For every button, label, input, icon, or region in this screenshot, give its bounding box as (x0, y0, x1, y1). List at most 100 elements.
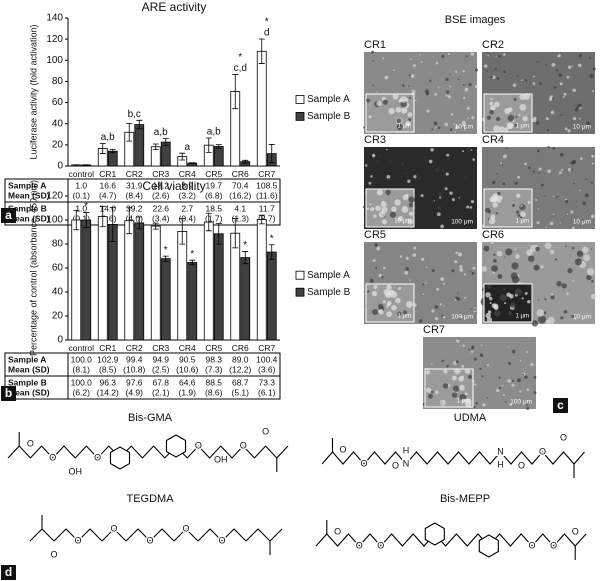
grain (474, 307, 477, 309)
grain (443, 305, 445, 307)
x-tick-label: CR6 (232, 169, 249, 179)
grain (517, 75, 519, 77)
grain (431, 128, 434, 131)
grain (399, 255, 403, 258)
table-value: 39.2 (126, 203, 143, 213)
grain (466, 205, 470, 209)
grain (385, 148, 388, 151)
grain (561, 283, 567, 289)
atom-label: O (218, 535, 225, 545)
grain (494, 310, 501, 317)
grain (396, 123, 404, 131)
grain (475, 68, 479, 72)
grain (511, 275, 520, 284)
table-error: (2.5) (152, 364, 170, 374)
y-tick-label: 0 (57, 161, 63, 172)
grain (578, 117, 581, 120)
grain (571, 160, 576, 165)
grain (419, 53, 422, 56)
table-value: 11.7 (259, 203, 275, 213)
grain (382, 99, 388, 105)
error-bar (152, 222, 159, 230)
grain (584, 193, 589, 198)
grain (511, 349, 516, 354)
grain (473, 405, 476, 409)
grain (381, 206, 388, 213)
bar (213, 233, 224, 341)
grain (473, 310, 476, 313)
annotation: b,c (128, 109, 141, 120)
table-value: 8.9 (181, 180, 193, 190)
grain (533, 375, 537, 379)
grain (446, 90, 450, 94)
table-error: (6.2) (73, 387, 91, 397)
grain (502, 393, 505, 396)
grain (576, 201, 578, 203)
grain (577, 63, 582, 68)
grain (586, 121, 591, 126)
benzene-ring (424, 522, 445, 546)
grain (550, 110, 555, 115)
grain (426, 109, 430, 113)
error-bar (162, 138, 169, 147)
grain (560, 114, 563, 117)
grain (524, 292, 528, 295)
grain (556, 281, 562, 287)
table-value: 2.7 (181, 203, 193, 213)
grain (469, 202, 471, 205)
grain (465, 55, 468, 58)
grain (592, 162, 594, 165)
grain (373, 285, 378, 289)
grain (571, 280, 574, 282)
table-value: 19.7 (205, 180, 222, 190)
grain (501, 384, 504, 387)
grain (413, 168, 416, 171)
grain (527, 336, 529, 338)
grain (503, 53, 506, 56)
x-tick-label: CR6 (232, 343, 249, 353)
table-error: (2.6) (152, 190, 170, 200)
grain (459, 315, 463, 319)
grain (483, 245, 490, 252)
grain (459, 190, 461, 192)
atom-label: O (74, 535, 81, 545)
grain (492, 271, 495, 274)
grain (566, 75, 570, 79)
grain (586, 274, 592, 281)
annotation: * (84, 201, 88, 212)
x-tick-label: CR5 (205, 343, 222, 353)
grain (500, 162, 503, 165)
grain (489, 101, 494, 106)
table-error: (7.3) (205, 364, 223, 374)
table-error: (8.1) (73, 364, 91, 374)
grain (562, 95, 565, 98)
grain (480, 224, 485, 228)
grain (519, 360, 522, 362)
grain (431, 309, 435, 313)
grain (463, 192, 465, 194)
table-value: 22.6 (152, 203, 169, 213)
grain (521, 297, 524, 300)
table-value: 88.5 (205, 377, 222, 387)
grain (579, 157, 583, 160)
inset-scale: 1 μm (516, 219, 529, 225)
grain (574, 108, 579, 112)
table-error: (1.9) (179, 387, 197, 397)
grain (405, 267, 410, 271)
y-tick-label: 120 (46, 191, 63, 202)
table-error: (6.1) (258, 387, 276, 397)
grain (456, 297, 461, 301)
error-bar (136, 216, 143, 230)
grain (384, 75, 389, 80)
grain (493, 259, 497, 263)
x-tick-label: CR4 (179, 343, 196, 353)
benzene-ring (478, 534, 499, 558)
grain (519, 390, 522, 393)
grain (382, 57, 385, 60)
grain (582, 201, 587, 206)
grain (490, 75, 494, 79)
error-bar (136, 119, 143, 130)
table-error: (3.4) (152, 213, 170, 223)
grain (464, 296, 467, 300)
grain (590, 293, 597, 300)
